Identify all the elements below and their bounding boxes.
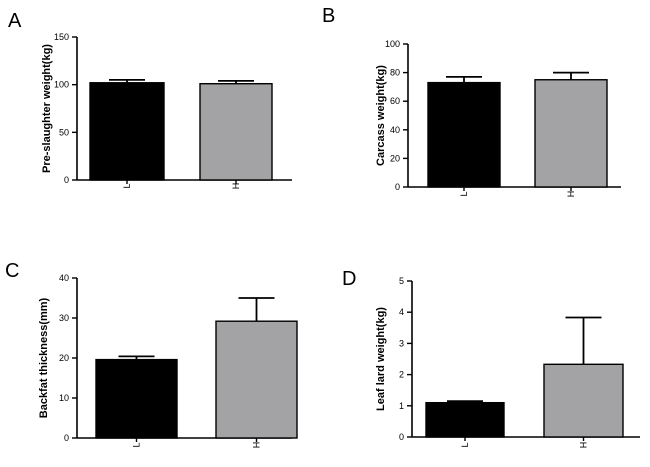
- y-axis-title: Carcass weight(kg): [375, 65, 387, 166]
- y-tick-label: 80: [390, 68, 400, 78]
- panel-letter: D: [342, 268, 356, 290]
- y-axis-title: Pre-slaughter weight(kg): [41, 44, 53, 173]
- y-tick-label: 0: [399, 432, 404, 442]
- y-tick-label: 100: [54, 80, 69, 90]
- y-tick-label: 1: [399, 401, 404, 411]
- category-label-l: L: [132, 442, 142, 447]
- y-tick-label: 150: [54, 32, 69, 42]
- bar-h: [543, 363, 624, 438]
- y-tick-label: 30: [59, 313, 69, 323]
- y-tick-label: 2: [399, 370, 404, 380]
- y-tick-label: 20: [59, 353, 69, 363]
- category-label-l: L: [122, 183, 132, 188]
- category-label-h: H: [252, 442, 262, 449]
- y-tick-label: 0: [395, 182, 400, 192]
- category-label-l: L: [459, 191, 469, 196]
- y-tick-label: 10: [59, 393, 69, 403]
- panel-b: B 0 20 40 60 80 100 Carcass weight(kg) L H: [322, 5, 621, 197]
- panel-letter: B: [322, 5, 335, 27]
- panel-letter: A: [8, 10, 22, 32]
- y-tick-label: 100: [385, 39, 400, 49]
- y-tick-label: 3: [399, 338, 404, 348]
- bar-l: [427, 81, 501, 188]
- category-label-h: H: [566, 191, 576, 198]
- y-tick-label: 40: [59, 273, 69, 283]
- bar-l: [95, 358, 178, 439]
- bar-l: [89, 82, 165, 181]
- bar-h: [534, 79, 608, 188]
- y-axis-title: Leaf lard weight(kg): [375, 307, 387, 411]
- bar-l: [425, 401, 505, 438]
- y-axis-title: Backfat thickness(mm): [38, 297, 50, 418]
- panel-d: D 0 1 2 3 4 5 Leaf lard weight(kg) L H: [342, 268, 640, 448]
- y-tick-label: 0: [64, 433, 69, 443]
- panel-letter: C: [5, 260, 19, 282]
- y-tick-label: 20: [390, 153, 400, 163]
- y-tick-label: 60: [390, 96, 400, 106]
- category-label-l: L: [460, 442, 470, 447]
- y-tick-label: 40: [390, 125, 400, 135]
- y-tick-label: 0: [64, 175, 69, 185]
- panel-c: C 0 10 20 30 40 Backfat thickness(mm) L H: [5, 260, 298, 449]
- y-tick-label: 4: [399, 307, 404, 317]
- bar-h: [215, 320, 298, 439]
- category-label-h: H: [579, 442, 589, 449]
- category-label-h: H: [231, 183, 241, 190]
- y-tick-label: 5: [399, 276, 404, 286]
- bar-h: [199, 83, 273, 181]
- y-tick-label: 50: [59, 127, 69, 137]
